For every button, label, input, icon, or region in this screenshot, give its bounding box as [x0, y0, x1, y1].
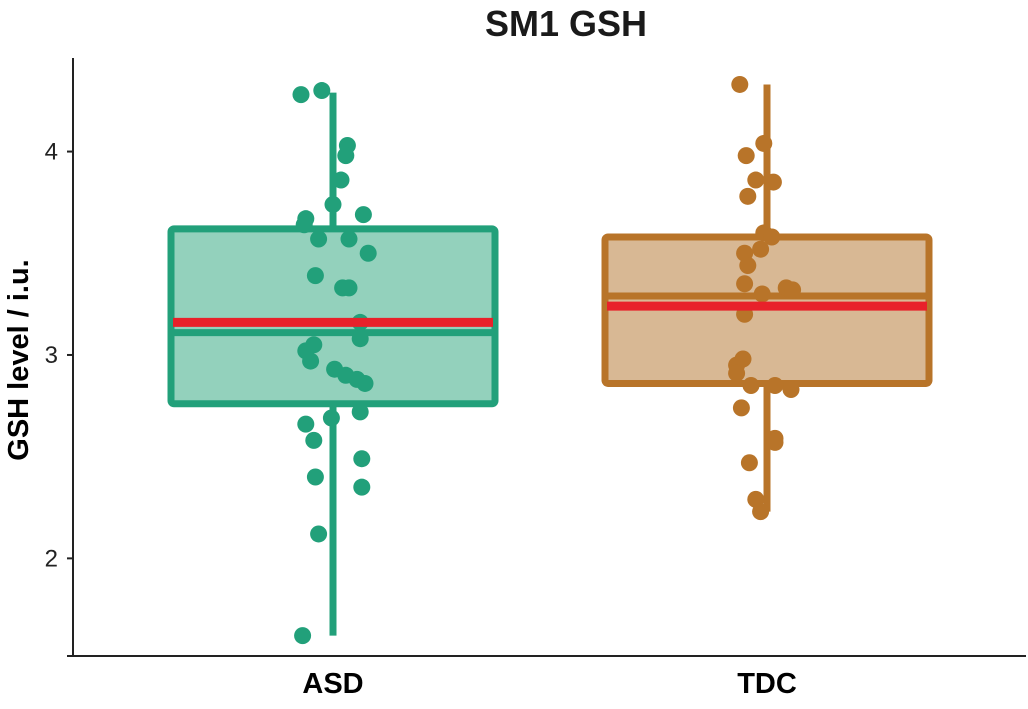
data-point [340, 279, 358, 297]
data-point [294, 627, 312, 645]
data-point [340, 230, 358, 248]
data-point [359, 244, 377, 262]
data-point [739, 256, 757, 274]
box-group-tdc [601, 75, 933, 521]
x-tick-labels: ASD TDC [302, 668, 796, 700]
data-point [306, 267, 324, 285]
chart-title: SM1 GSH [485, 3, 647, 44]
data-point [784, 281, 802, 299]
data-point [742, 376, 760, 394]
data-point [752, 503, 770, 521]
data-point [753, 285, 771, 303]
data-point [351, 403, 369, 421]
data-point [766, 433, 784, 451]
data-point [739, 187, 757, 205]
data-point [737, 147, 755, 165]
data-point [766, 376, 784, 394]
box-groups [167, 75, 933, 645]
data-point [297, 415, 315, 433]
data-point [324, 195, 342, 213]
data-point [755, 134, 773, 152]
y-tick-label: 2 [45, 545, 58, 572]
data-point [313, 82, 331, 100]
y-tick-label: 3 [45, 342, 58, 369]
data-point [292, 86, 310, 104]
data-point [305, 431, 323, 449]
data-point [736, 275, 754, 293]
data-point [752, 240, 770, 258]
data-point [354, 206, 372, 224]
data-point [295, 216, 313, 234]
data-point [302, 352, 320, 370]
data-point [353, 478, 371, 496]
data-point [747, 171, 765, 189]
data-point [310, 230, 328, 248]
data-point [782, 381, 800, 399]
y-axis-label: GSH level / i.u. [3, 259, 35, 460]
data-point [728, 364, 746, 382]
y-tick-label: 4 [45, 139, 58, 166]
data-point [740, 454, 758, 472]
y-ticks: 2 3 4 [45, 139, 73, 657]
data-point [732, 399, 750, 417]
data-point [764, 173, 782, 191]
data-point [310, 525, 328, 543]
box-group-asd [167, 82, 499, 645]
x-tick-label: ASD [302, 668, 363, 700]
data-point [337, 147, 355, 165]
data-point [351, 330, 369, 348]
data-point [332, 171, 350, 189]
x-tick-label: TDC [737, 668, 797, 700]
data-point [356, 374, 374, 392]
data-point [731, 75, 749, 93]
data-point [322, 409, 340, 427]
data-point [353, 450, 371, 468]
data-point [763, 228, 781, 246]
data-point [306, 468, 324, 486]
